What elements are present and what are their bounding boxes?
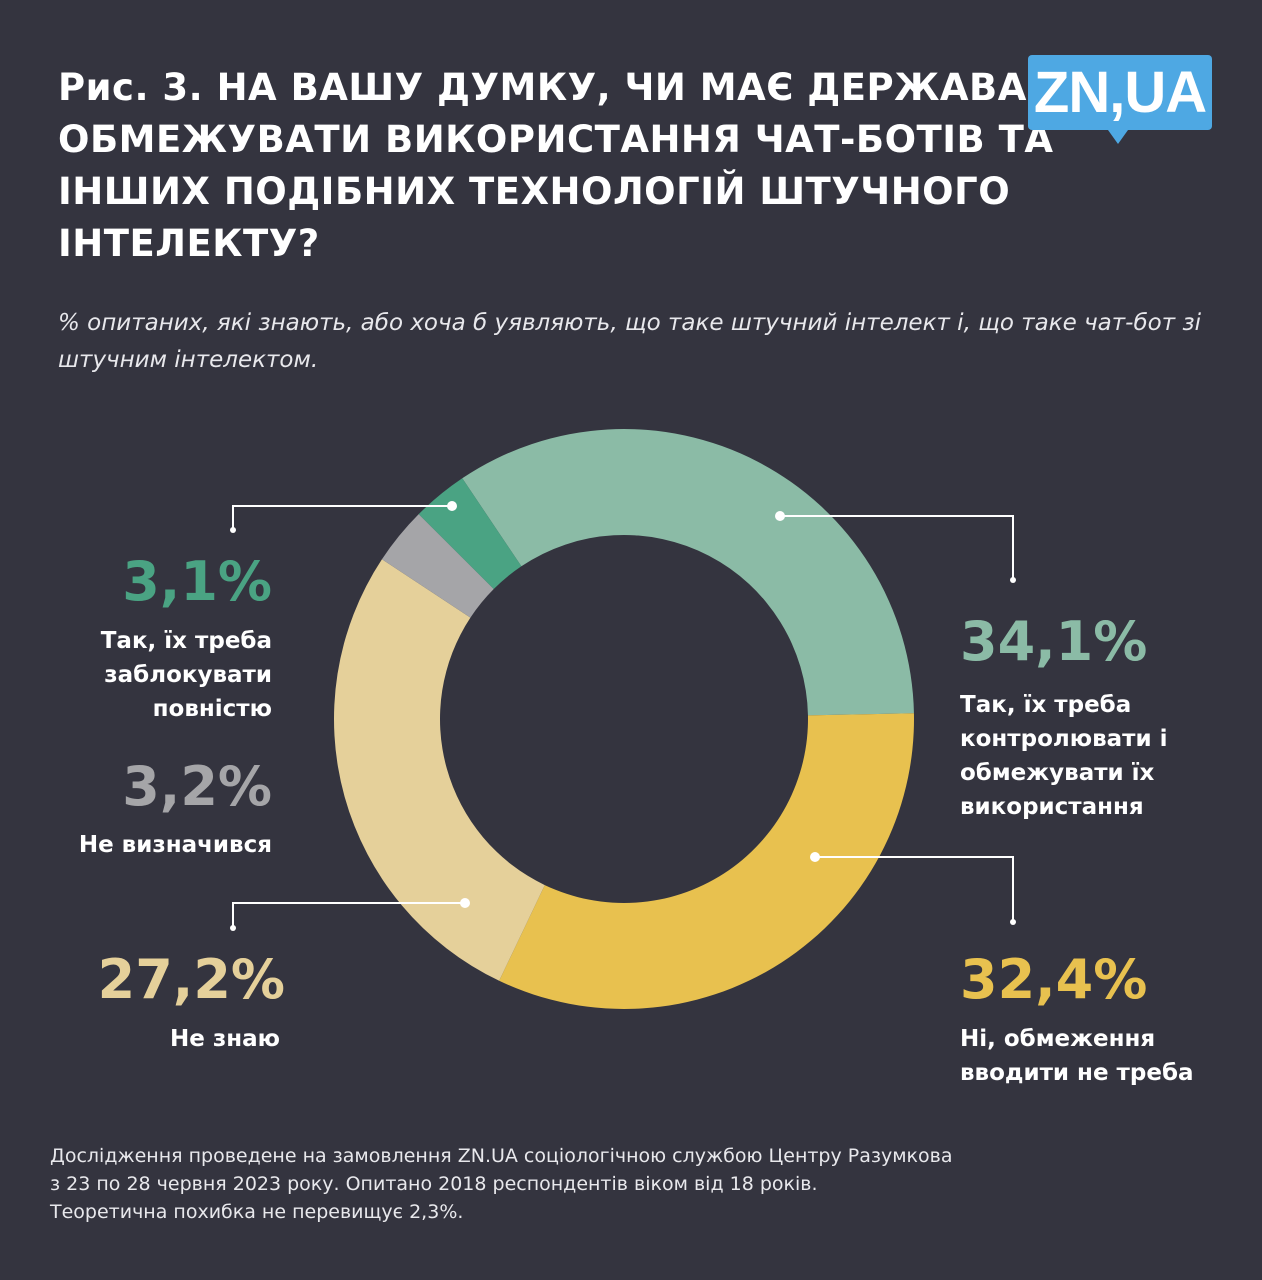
donut-slice-2 — [333, 559, 545, 981]
footer-note: Дослідження проведене на замовлення ZN.U… — [50, 1142, 953, 1226]
leader-dot — [810, 852, 820, 862]
chart-subtitle: % опитаних, які знають, або хоча б уявля… — [58, 310, 1202, 373]
donut-slice-3 — [381, 514, 494, 618]
zn-ua-logo: ZN,UA — [1028, 55, 1212, 144]
footer-line: Дослідження проведене на замовлення ZN.U… — [50, 1145, 953, 1167]
leader-dot — [1010, 577, 1016, 583]
data-label-slice-3: 3,2% — [122, 755, 272, 818]
leader-dot — [775, 511, 785, 521]
data-label-slice-0: 34,1% — [960, 610, 1148, 673]
leader-line — [815, 856, 1014, 922]
leader-line — [232, 902, 465, 928]
leader-dot — [447, 501, 457, 511]
legend-label-slice-0: Так, їх треба контролювати і обмежувати … — [960, 692, 1168, 820]
legend-label-slice-1: Ні, обмеження вводити не треба — [960, 1026, 1194, 1086]
leader-line — [780, 515, 1014, 580]
legend-label-slice-3: Не визначився — [78, 832, 272, 858]
leader-line — [232, 505, 452, 530]
donut-slice-1 — [499, 713, 915, 1009]
leader-dot — [460, 898, 470, 908]
footer-line: Теоретична похибка не перевищує 2,3%. — [50, 1201, 464, 1223]
data-label-slice-4: 3,1% — [122, 550, 272, 613]
legend-label-slice-2: Не знаю — [170, 1026, 280, 1052]
leader-dot — [1010, 919, 1016, 925]
donut-slice-0 — [462, 429, 914, 716]
footer-line: з 23 по 28 червня 2023 року. Опитано 201… — [50, 1173, 818, 1195]
data-label-slice-1: 32,4% — [960, 948, 1148, 1011]
leader-dot — [230, 527, 236, 533]
legend-label-slice-4: Так, їх треба заблокувати повністю — [100, 628, 272, 722]
chart-title: Рис. 3. НА ВАШУ ДУМКУ, ЧИ МАЄ ДЕРЖАВА ОБ… — [58, 66, 1054, 265]
data-label-slice-2: 27,2% — [97, 948, 285, 1011]
leader-dot — [230, 925, 236, 931]
